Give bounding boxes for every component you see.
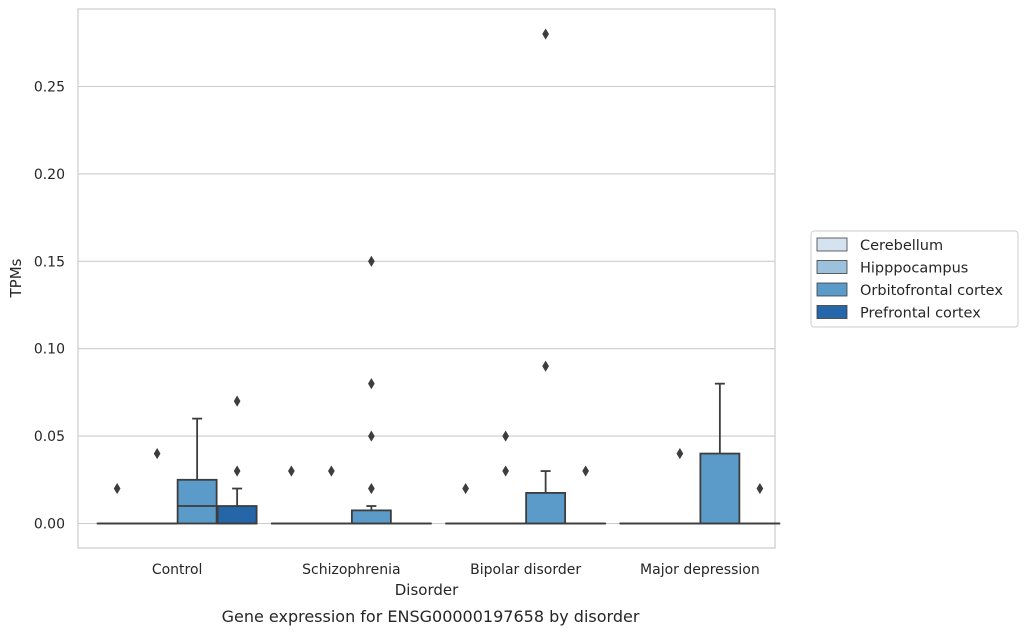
box-body <box>699 452 741 525</box>
boxes <box>96 28 781 525</box>
box-prefrontal-cortex <box>216 395 258 525</box>
legend-swatch <box>816 260 848 274</box>
outlier-point <box>233 395 241 407</box>
box-body <box>216 505 258 525</box>
outlier-point <box>368 255 375 267</box>
box-orbitofrontal-cortex <box>176 417 218 525</box>
box-orbitofrontal-cortex <box>699 382 741 525</box>
legend-label: Hipppocampus <box>860 261 968 277</box>
box-cerebellum <box>270 465 312 525</box>
y-tick-label: 0.00 <box>34 517 65 533</box>
outlier-point <box>502 465 509 477</box>
y-tick-labels: 0.00 0.05 0.10 0.15 0.20 0.25 <box>34 80 65 533</box>
box-hipppocampus <box>136 447 178 525</box>
outlier-point <box>113 482 121 495</box>
box-body <box>176 478 218 525</box>
outlier-point <box>368 482 375 495</box>
outlier-point <box>582 465 589 477</box>
legend-frame <box>810 230 1019 328</box>
box-body <box>350 509 392 525</box>
legend-label: Cerebellum <box>860 238 943 254</box>
y-tick-label: 0.10 <box>34 342 65 358</box>
outlier-point <box>542 28 549 40</box>
box-cerebellum <box>96 482 138 525</box>
x-tick-label: Bipolar disorder <box>470 562 581 578</box>
legend-swatch <box>816 237 848 252</box>
outlier-point <box>368 430 375 442</box>
outlier-point <box>288 465 295 477</box>
outlier-point <box>542 360 549 372</box>
y-tick-label: 0.25 <box>34 80 65 96</box>
x-tick-labels: Control Schizophrenia Bipolar disorder Majo… <box>152 562 760 578</box>
box-orbitofrontal-cortex <box>525 28 567 525</box>
grid-lines <box>78 85 775 525</box>
x-tick-label: Major depression <box>640 562 760 578</box>
box-hipppocampus <box>659 447 701 525</box>
box-hipppocampus <box>310 465 352 525</box>
legend-label: Prefrontal cortex <box>860 306 981 322</box>
outlier-point <box>756 482 764 495</box>
box-body <box>525 492 567 525</box>
y-tick-label: 0.20 <box>34 167 65 183</box>
legend-swatch <box>816 305 848 319</box>
box-orbitofrontal-cortex <box>350 255 392 525</box>
outlier-point <box>462 482 469 495</box>
outlier-point <box>328 465 335 477</box>
x-tick-label: Control <box>152 562 203 578</box>
legend-label: Orbitofrontal cortex <box>860 283 1003 299</box>
outlier-point <box>502 430 509 442</box>
outlier-point <box>368 378 375 390</box>
box-prefrontal-cortex <box>565 465 607 525</box>
y-tick-label: 0.15 <box>34 254 65 270</box>
box-prefrontal-cortex <box>739 482 781 525</box>
outlier-point <box>153 447 161 460</box>
y-tick-label: 0.05 <box>34 429 65 445</box>
x-tick-label: Schizophrenia <box>302 562 400 578</box>
outlier-point <box>233 465 241 477</box>
box-cerebellum <box>445 482 487 525</box>
y-axis-title: TPMs <box>7 258 25 298</box>
legend: Cerebellum Hipppocampus Orbitofrontal cort… <box>810 230 1019 328</box>
plot-area-frame <box>77 8 776 549</box>
legend-swatch <box>816 282 848 297</box>
outlier-point <box>676 447 684 460</box>
box-hipppocampus <box>485 430 527 525</box>
chart-caption: Gene expression for ENSG00000197658 by d… <box>222 607 640 626</box>
x-axis-title: Disorder <box>395 581 459 599</box>
